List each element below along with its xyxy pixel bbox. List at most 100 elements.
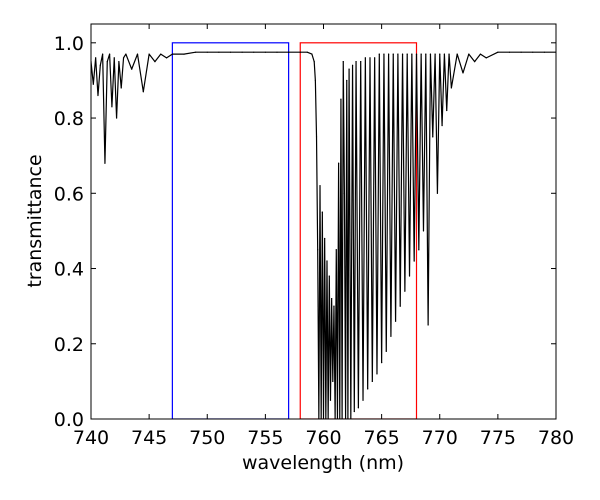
data-point [443, 53, 445, 55]
data-point [413, 260, 415, 262]
data-point [456, 53, 458, 55]
data-point [420, 53, 422, 55]
data-point [154, 61, 156, 63]
x-axis-label: wavelength (nm) [242, 452, 404, 474]
data-point [411, 53, 413, 55]
data-point [109, 53, 111, 55]
data-point [111, 106, 113, 108]
y-axis-label: transmittance [24, 154, 46, 287]
data-point [328, 275, 330, 277]
x-tick-label: 780 [538, 427, 574, 449]
data-point [142, 91, 144, 93]
data-point [335, 249, 337, 251]
data-point [369, 57, 371, 59]
data-point [439, 53, 441, 55]
x-tick-label: 740 [73, 427, 109, 449]
data-point [468, 53, 470, 55]
data-point [376, 373, 378, 375]
data-point [118, 61, 120, 63]
data-point [367, 388, 369, 390]
y-axis: 0.0 0.2 0.4 0.6 0.8 1.0 [54, 33, 556, 431]
data-point [508, 51, 511, 53]
data-point [122, 57, 125, 59]
highlight-window-1 [171, 42, 290, 419]
data-point [97, 94, 99, 97]
data-point [543, 51, 545, 53]
data-point [383, 53, 385, 55]
data-point [360, 61, 362, 63]
data-point [131, 68, 133, 70]
data-point [450, 87, 452, 89]
data-point [446, 109, 448, 112]
data-point [388, 53, 390, 55]
data-point [436, 192, 439, 194]
data-point [329, 399, 332, 401]
data-point [314, 79, 316, 82]
x-tick-label: 755 [247, 427, 283, 449]
data-point [353, 410, 355, 413]
data-point [148, 53, 150, 55]
data-point [462, 72, 464, 74]
data-point [474, 61, 476, 63]
data-point [434, 53, 436, 55]
x-tick-label: 750 [189, 427, 225, 449]
data-point [425, 53, 427, 55]
data-point [218, 51, 220, 53]
data-point [408, 275, 411, 277]
data-point [288, 51, 290, 53]
data-point [299, 51, 301, 53]
transmittance-line [91, 51, 556, 419]
data-point [311, 53, 313, 55]
data-point [315, 136, 318, 138]
data-point [319, 185, 321, 187]
x-tick-label: 775 [480, 427, 516, 449]
data-point [195, 51, 197, 53]
data-point [99, 64, 101, 66]
data-point [317, 249, 319, 251]
data-point [264, 51, 266, 53]
data-point [340, 98, 342, 100]
data-point [401, 53, 404, 55]
data-point [338, 162, 340, 164]
y-tick-label: 0.4 [54, 259, 84, 281]
y-tick-label: 0.6 [54, 183, 84, 205]
data-point [125, 53, 127, 55]
data-point [427, 324, 429, 326]
y-tick-label: 1.0 [54, 33, 84, 55]
data-point [183, 53, 185, 55]
data-point [479, 53, 482, 55]
data-point [348, 68, 350, 70]
data-point [106, 61, 108, 63]
data-point [371, 380, 373, 382]
data-point [355, 61, 357, 63]
data-point [448, 53, 450, 55]
data-point [357, 407, 359, 409]
data-point [397, 53, 399, 55]
data-point [276, 51, 278, 53]
data-point [253, 51, 255, 53]
data-point [394, 320, 397, 322]
data-point [92, 83, 94, 85]
data-point [333, 305, 335, 307]
data-point [313, 61, 315, 63]
data-point [404, 290, 406, 292]
data-point [392, 53, 394, 55]
data-point [399, 305, 401, 307]
data-point [229, 51, 232, 53]
data-point [441, 124, 443, 127]
data-point [332, 380, 334, 382]
data-point [406, 53, 408, 55]
data-point [342, 61, 344, 63]
data-point [485, 57, 487, 59]
x-tick-label: 765 [363, 427, 399, 449]
data-point [432, 136, 434, 138]
plot-data [91, 42, 556, 419]
data-point [362, 399, 364, 401]
data-point [113, 57, 115, 59]
data-point [136, 53, 139, 55]
data-point [422, 230, 425, 232]
x-tick-label: 760 [305, 427, 341, 449]
data-point [102, 53, 104, 55]
data-point [115, 117, 118, 119]
